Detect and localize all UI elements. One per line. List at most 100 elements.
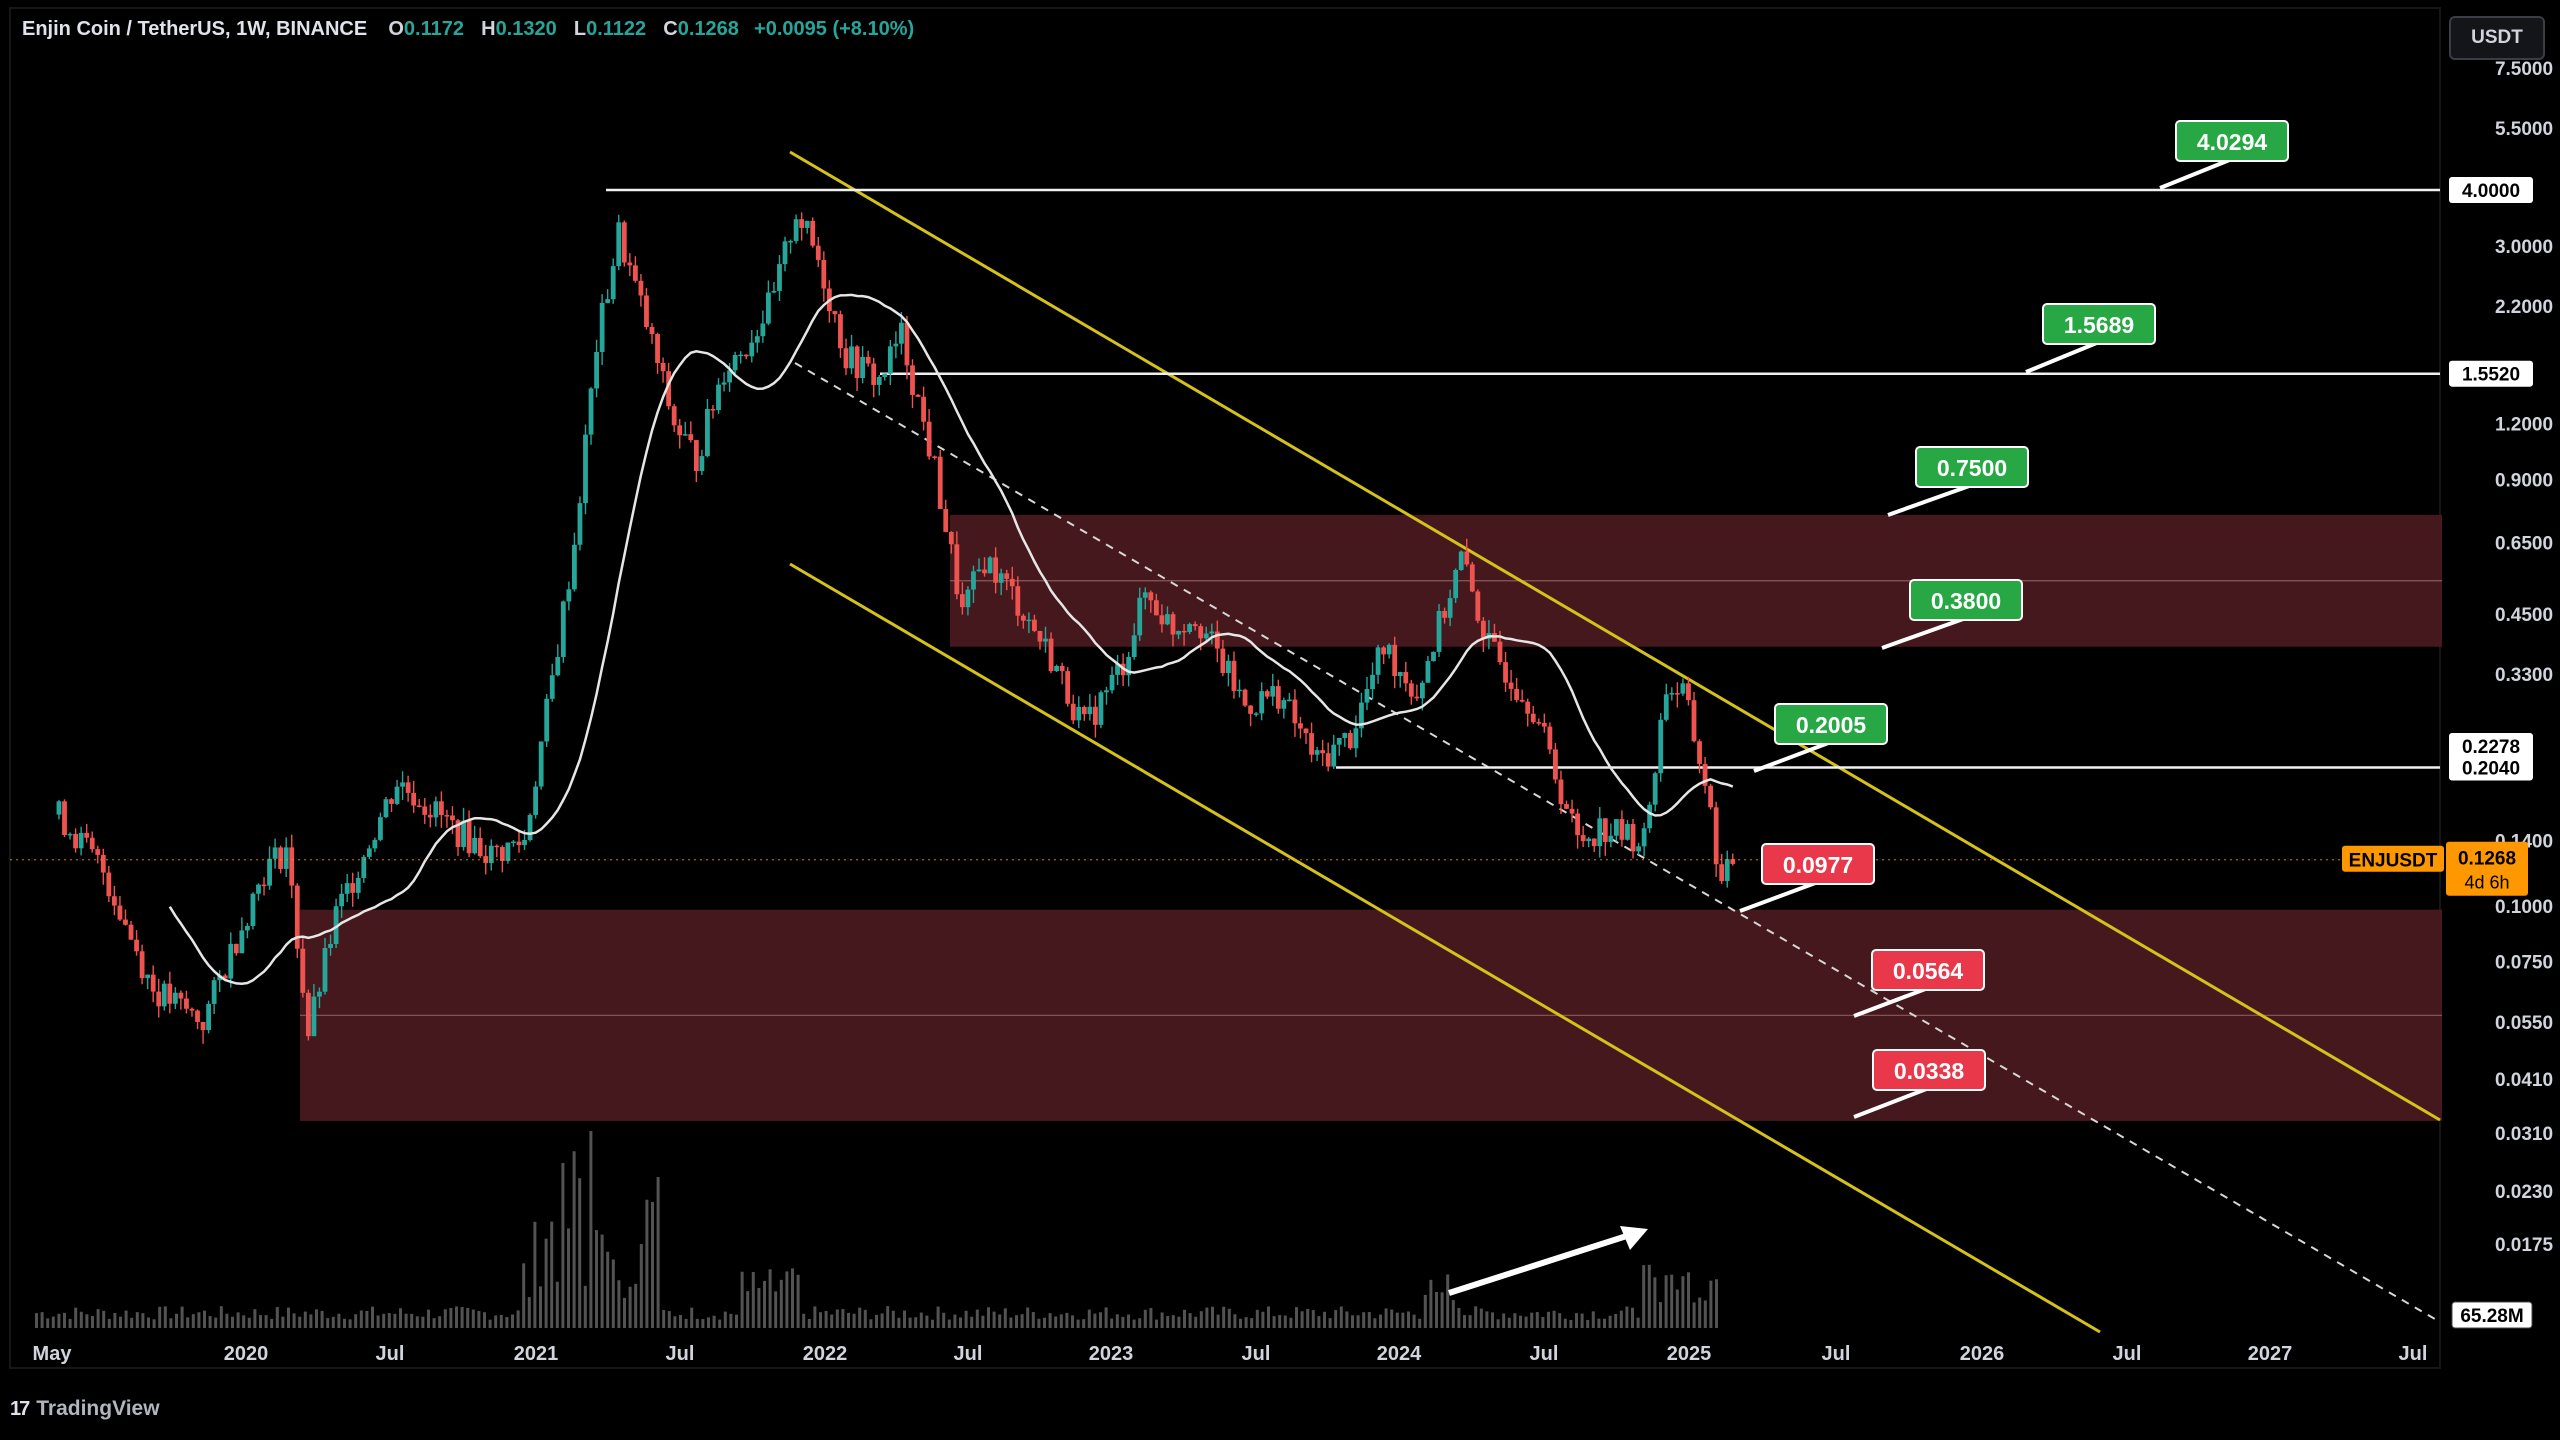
candle-body xyxy=(1126,657,1132,676)
candle-body xyxy=(976,569,982,572)
candle-body xyxy=(1264,691,1270,697)
candle-body xyxy=(716,384,721,410)
volume-bar xyxy=(1647,1264,1651,1328)
volume-bar xyxy=(119,1316,122,1328)
candle-body xyxy=(682,434,688,436)
candle-body xyxy=(1009,578,1015,587)
volume-bar xyxy=(130,1317,134,1328)
volume-bar xyxy=(1087,1309,1091,1328)
volume-bar xyxy=(158,1306,162,1328)
candle-body xyxy=(1408,683,1414,697)
volume-bar xyxy=(208,1316,212,1328)
volume-bar xyxy=(729,1313,733,1328)
symbol-legend[interactable]: Enjin Coin / TetherUS, 1W, BINANCE O0.11… xyxy=(22,18,914,41)
volume-bar xyxy=(785,1271,789,1328)
volume-bar xyxy=(684,1318,688,1328)
target-down-pointer xyxy=(1853,1086,1930,1119)
volume-bar xyxy=(712,1315,716,1328)
candle-body xyxy=(594,352,599,389)
candle-body xyxy=(1192,624,1198,627)
candle-body xyxy=(416,805,422,807)
volume-bar xyxy=(1631,1307,1634,1328)
candle-body xyxy=(688,434,694,441)
candle-body xyxy=(1652,773,1658,805)
volume-bar xyxy=(1608,1315,1612,1328)
candle-body xyxy=(178,992,184,999)
candle-body xyxy=(1586,838,1592,842)
volume-bar xyxy=(1127,1314,1130,1328)
volume-bar xyxy=(1020,1314,1024,1328)
price-tick-label: 1.2000 xyxy=(2495,415,2553,436)
candle-body xyxy=(1403,672,1409,684)
time-tick-label: 2022 xyxy=(803,1343,848,1365)
candle-body xyxy=(1658,719,1664,774)
candle-body xyxy=(771,290,777,293)
volume-bar xyxy=(1233,1314,1237,1328)
volume-bar xyxy=(1267,1306,1270,1328)
candle-body xyxy=(200,1021,206,1031)
candle-body xyxy=(339,893,345,907)
time-tick-label: Jul xyxy=(666,1343,695,1365)
candle-body xyxy=(1331,744,1337,767)
channel-median-line xyxy=(794,362,2441,1323)
channel-lower-line xyxy=(789,562,2101,1334)
candle-body xyxy=(1214,631,1220,649)
candle-body xyxy=(95,849,101,855)
candle-body xyxy=(245,925,250,931)
candle-body xyxy=(333,906,339,944)
volume-bar xyxy=(555,1281,559,1328)
candle-body xyxy=(1386,644,1392,655)
tradingview-footer[interactable]: 17 TradingView xyxy=(10,1392,160,1426)
volume-bar xyxy=(550,1221,554,1328)
volume-bar xyxy=(1625,1306,1629,1328)
candle-body xyxy=(383,799,389,818)
volume-bar xyxy=(63,1312,66,1328)
candle-body xyxy=(1220,648,1226,674)
candle-body xyxy=(139,951,145,979)
volume-bar xyxy=(1334,1310,1338,1328)
candle-body xyxy=(62,801,67,836)
currency-button[interactable]: USDT xyxy=(2449,16,2545,60)
candle-body xyxy=(1580,835,1586,842)
volume-bar xyxy=(427,1309,430,1328)
candle-body xyxy=(305,992,311,1037)
volume-bar xyxy=(1194,1316,1198,1328)
volume-bar xyxy=(1496,1319,1500,1328)
target-down-pointer xyxy=(1739,880,1819,913)
volume-bar xyxy=(970,1316,974,1328)
volume-bar xyxy=(964,1310,968,1328)
candle-body xyxy=(838,314,843,349)
candle-body xyxy=(1270,686,1276,697)
candle-body xyxy=(660,363,666,372)
candle-body xyxy=(499,847,505,861)
candle-body xyxy=(1597,818,1603,847)
candle-body xyxy=(1469,564,1475,592)
high-value: 0.1320 xyxy=(495,18,557,40)
candle-body xyxy=(466,820,472,854)
candle-body xyxy=(610,266,616,300)
volume-bar xyxy=(947,1319,951,1328)
volume-bar xyxy=(1524,1316,1528,1328)
volume-bar xyxy=(1569,1319,1573,1328)
volume-bar xyxy=(1048,1313,1052,1328)
candle-body xyxy=(544,698,550,742)
volume-bar xyxy=(214,1317,218,1328)
candle-body xyxy=(1303,728,1309,734)
volume-bar xyxy=(74,1307,78,1328)
candle-body xyxy=(799,219,805,228)
candle-body xyxy=(627,262,633,266)
volume-bar xyxy=(1037,1318,1041,1328)
candle-body xyxy=(494,845,500,848)
volume-arrow-shaft xyxy=(1448,1230,1637,1296)
target-up-box xyxy=(2175,120,2289,162)
candle-body xyxy=(261,884,267,887)
volume-bar xyxy=(1239,1318,1242,1328)
candle-body xyxy=(1442,610,1447,618)
volume-bar xyxy=(1205,1307,1209,1328)
candle-body xyxy=(56,801,62,815)
candle-body xyxy=(943,509,949,532)
candle-body xyxy=(172,992,178,1004)
candle-body xyxy=(782,241,788,265)
